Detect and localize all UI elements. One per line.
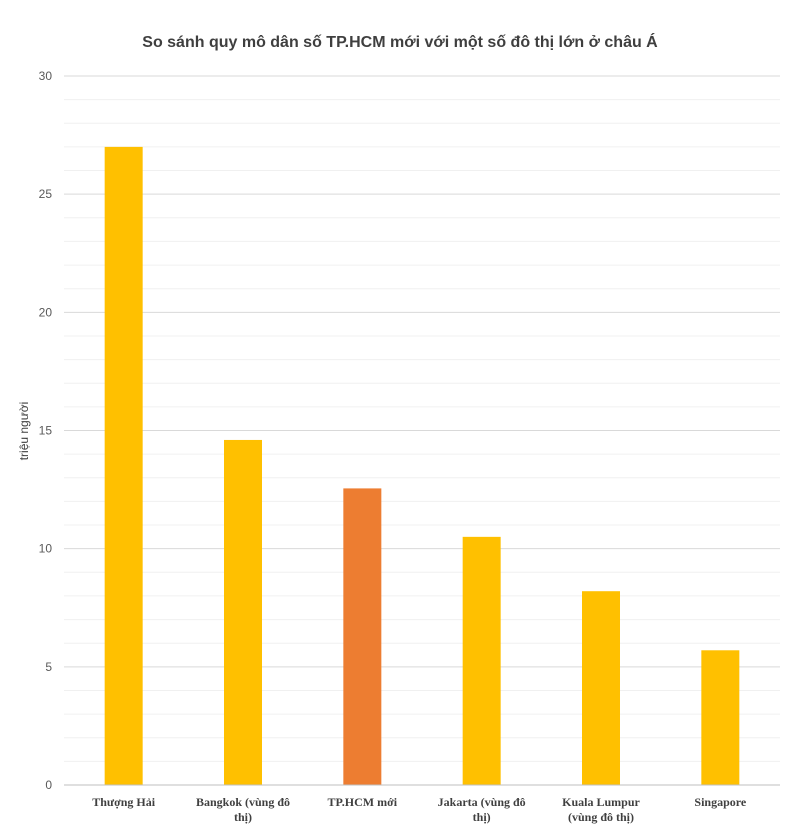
x-tick-label: Jakarta (vùng đô thị) [438,795,526,824]
x-tick-label-line: thị) [473,810,491,824]
y-tick-label: 20 [39,305,53,319]
y-tick-label: 30 [39,69,53,83]
y-tick-label: 5 [45,660,52,674]
x-tick-label: Thượng Hải [92,795,156,809]
x-tick-label-line: thị) [234,810,252,824]
x-tick-label: Kuala Lumpur (vùng đô thị) [562,795,640,824]
x-tick-label: Singapore [694,795,746,809]
bar [343,488,382,785]
x-tick-label-line: (vùng đô thị) [568,810,634,824]
x-tick-label: Bangkok (vùng đô thị) [196,795,290,824]
x-tick-label-line: TP.HCM mới [328,795,398,809]
bar [701,650,740,785]
x-tick-label-line: Thượng Hải [92,795,156,809]
gridlines [64,75,780,762]
bar [224,439,262,785]
x-tick-label: TP.HCM mới [328,795,398,809]
y-tick-label: 25 [39,187,53,201]
x-tick-label-line: Kuala Lumpur [562,795,640,809]
bar [582,591,620,785]
y-axis-ticks: 0 5 10 15 20 25 30 [39,69,53,792]
y-tick-label: 15 [39,424,53,438]
chart-title: So sánh quy mô dân số TP.HCM mới với một… [142,32,658,51]
x-tick-label-line: Singapore [694,795,746,809]
bar [462,536,501,785]
bars [104,146,740,785]
bar [104,146,143,785]
y-tick-label: 0 [45,778,52,792]
x-axis-ticks: Thượng Hải Bangkok (vùng đô thị)TP.HCM mới… [92,795,747,824]
y-axis-label: triệu người [17,402,31,461]
x-tick-label-line: Jakarta (vùng đô [438,795,526,809]
y-tick-label: 10 [39,542,53,556]
x-tick-label-line: Bangkok (vùng đô [196,795,290,809]
